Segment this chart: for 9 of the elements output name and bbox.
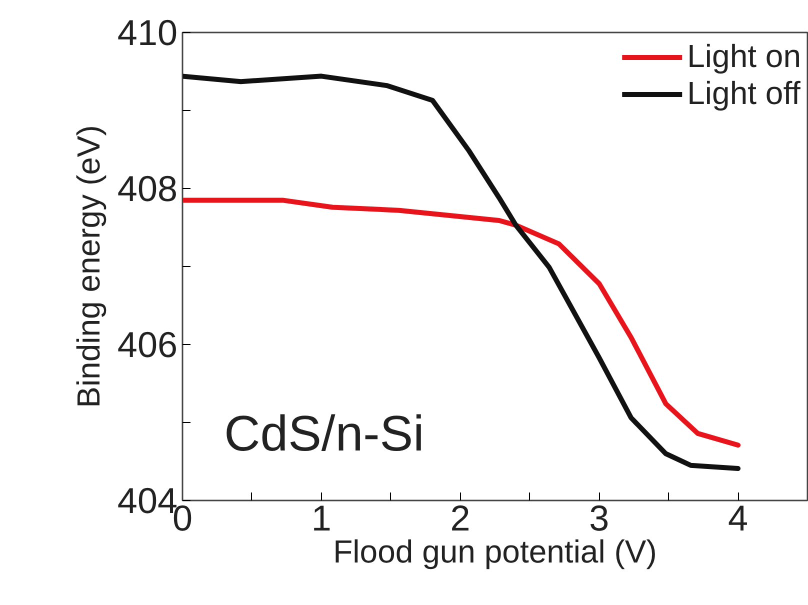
legend-label: Light on bbox=[687, 38, 801, 75]
x-tick-label: 1 bbox=[311, 498, 332, 538]
legend-label: Light off bbox=[687, 75, 800, 112]
y-tick-label: 408 bbox=[117, 168, 178, 209]
y-tick-label: 410 bbox=[117, 12, 178, 53]
y-tick-label: 406 bbox=[117, 324, 178, 365]
y-axis-title: Binding energy (eV) bbox=[70, 125, 106, 408]
annotation: CdS/n-Si bbox=[224, 406, 424, 462]
x-tick-label: 4 bbox=[728, 498, 748, 538]
